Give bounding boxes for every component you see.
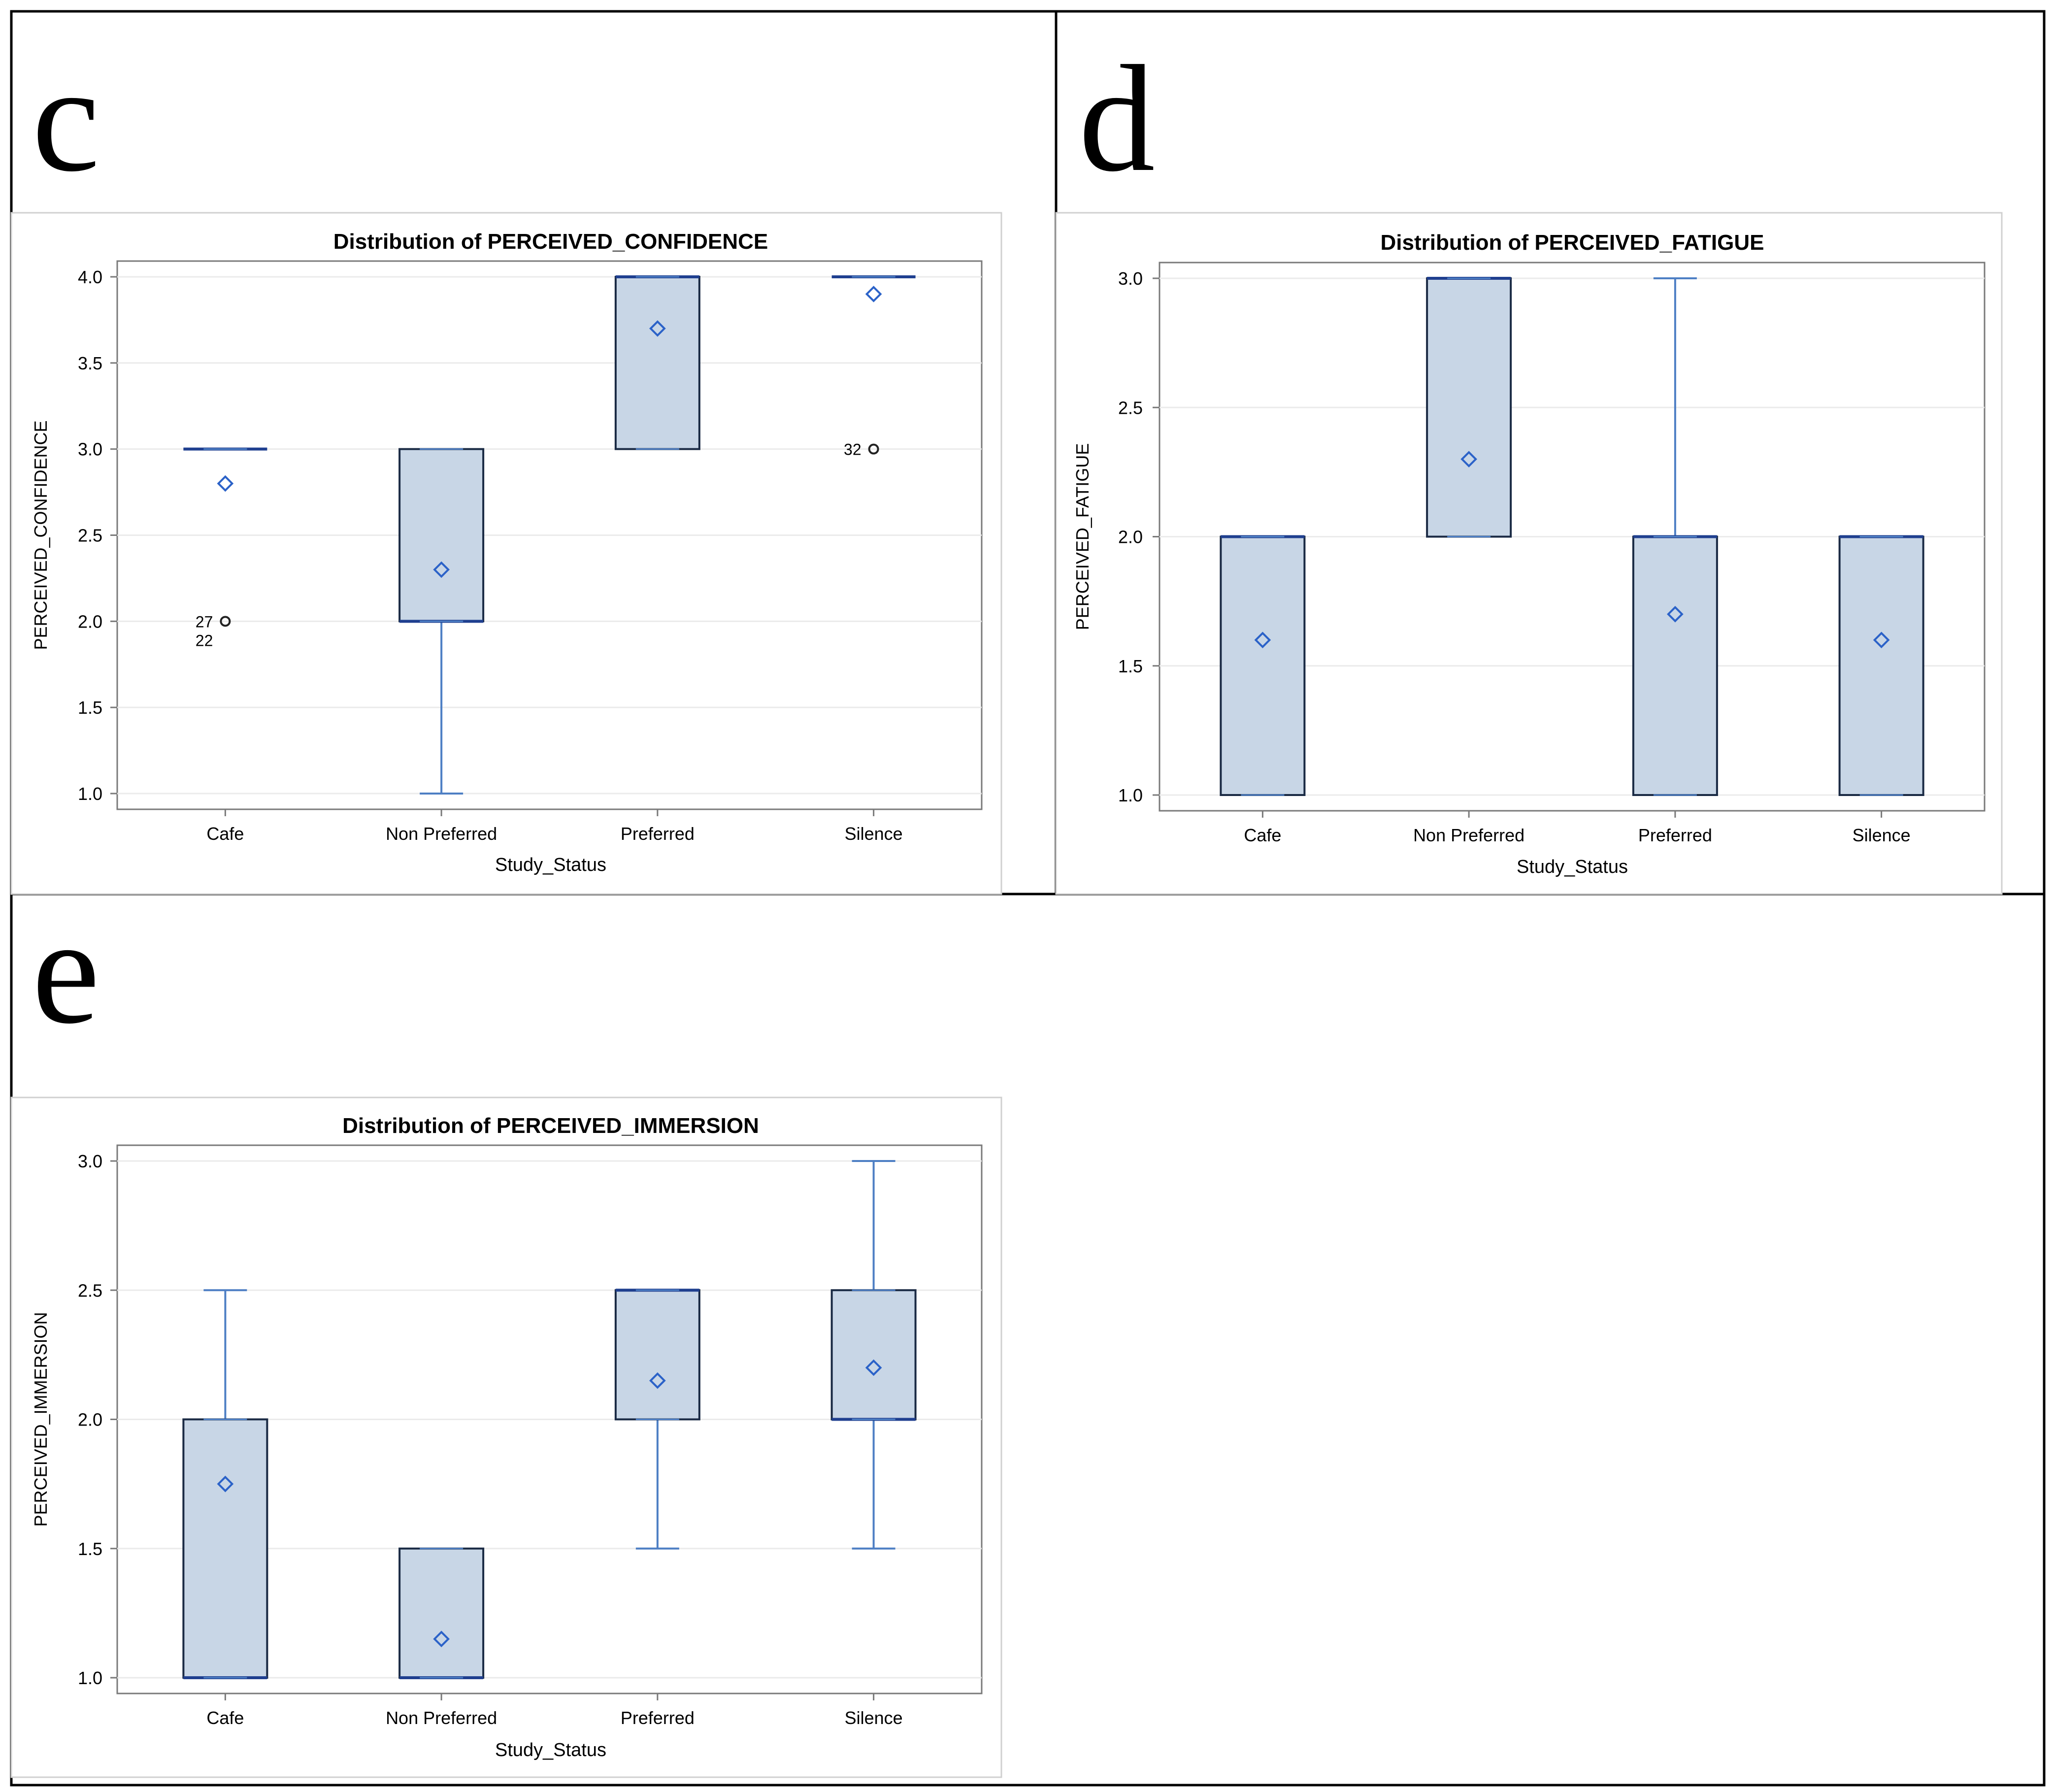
mean-marker xyxy=(865,1359,882,1376)
box-non-preferred xyxy=(398,448,485,795)
outlier-point xyxy=(220,616,231,627)
chart-perceived-immersion: Distribution of PERCEIVED_IMMERSION 1.0 1.… xyxy=(10,1096,1002,1778)
y-axis-label: PERCEIVED_CONFIDENCE xyxy=(31,420,51,650)
x-tick-label: Silence xyxy=(845,824,903,844)
y-tick-label: 1.0 xyxy=(1118,785,1143,805)
mean-marker xyxy=(649,1372,666,1389)
chart-title: Distribution of PERCEIVED_FATIGUE xyxy=(1380,231,1764,255)
box-non-preferred xyxy=(398,1547,485,1679)
x-tick-label: Cafe xyxy=(206,824,244,844)
outlier-label: 27 xyxy=(196,613,213,631)
x-axis-label: Study_Status xyxy=(1517,857,1628,877)
box-non-preferred xyxy=(1426,277,1512,538)
x-tick-label: Preferred xyxy=(1638,825,1712,845)
box-preferred xyxy=(1632,277,1718,796)
x-tick-label: Preferred xyxy=(621,824,695,844)
box-body xyxy=(398,1547,485,1679)
box-body xyxy=(1838,535,1924,796)
y-tick-label: 1.5 xyxy=(78,697,102,718)
y-tick-label: 3.0 xyxy=(78,439,102,460)
box-preferred xyxy=(614,1289,700,1550)
panel-letter-e: e xyxy=(32,887,100,1056)
box-body xyxy=(614,276,700,450)
mean-marker xyxy=(865,286,882,302)
x-tick-label: Cafe xyxy=(206,1708,244,1728)
y-tick-label: 1.0 xyxy=(78,784,102,804)
x-tick-label: Silence xyxy=(845,1708,903,1728)
chart-title: Distribution of PERCEIVED_IMMERSION xyxy=(342,1114,759,1138)
mean-marker xyxy=(649,320,666,337)
y-tick-label: 1.5 xyxy=(78,1539,102,1559)
box-body xyxy=(1632,535,1718,796)
outlier-label: 22 xyxy=(196,631,213,649)
y-tick-label: 3.0 xyxy=(78,1151,102,1171)
box-silence xyxy=(1838,535,1924,796)
mean-marker xyxy=(1460,451,1477,467)
chart-perceived-fatigue: Distribution of PERCEIVED_FATIGUE 1.0 1.5 2… xyxy=(1055,212,2003,895)
box-preferred xyxy=(614,275,700,450)
y-tick-label: 3.5 xyxy=(78,353,102,373)
box-body xyxy=(1220,535,1306,796)
mean-marker xyxy=(1873,631,1890,649)
y-tick-label: 1.5 xyxy=(1118,656,1143,676)
mean-marker xyxy=(433,561,450,578)
x-tick-label: Silence xyxy=(1853,825,1911,845)
box-body xyxy=(1426,277,1512,538)
panel-letter-d: d xyxy=(1079,34,1155,203)
y-tick-label: 4.0 xyxy=(78,267,102,287)
y-tick-label: 3.0 xyxy=(1118,268,1143,289)
outlier-point xyxy=(868,443,879,455)
y-axis-label: PERCEIVED_FATIGUE xyxy=(1072,443,1093,630)
y-axis-label: PERCEIVED_IMMERSION xyxy=(31,1312,51,1527)
box-cafe xyxy=(182,1289,268,1679)
y-tick-label: 2.5 xyxy=(78,526,102,546)
chart-title: Distribution of PERCEIVED_CONFIDENCE xyxy=(333,230,768,254)
x-tick-label: Cafe xyxy=(1244,825,1281,845)
box-body xyxy=(398,448,485,623)
mean-marker xyxy=(1254,631,1271,649)
panel-letter-c: c xyxy=(32,34,100,203)
mean-marker xyxy=(1667,606,1684,623)
y-tick-label: 2.5 xyxy=(78,1280,102,1300)
box-body xyxy=(614,1289,700,1421)
box-silence: 32 xyxy=(831,275,916,459)
y-tick-label: 2.0 xyxy=(1118,527,1143,547)
x-tick-label: Non Preferred xyxy=(386,1708,497,1728)
outlier-label: 32 xyxy=(844,441,861,459)
y-tick-label: 1.0 xyxy=(78,1668,102,1688)
chart-perceived-confidence: Distribution of PERCEIVED_CONFIDENCE 1.0 1… xyxy=(10,212,1002,895)
box-silence xyxy=(830,1160,917,1550)
x-axis-label: Study_Status xyxy=(495,1740,606,1760)
x-tick-label: Non Preferred xyxy=(386,824,497,844)
y-tick-label: 2.0 xyxy=(78,611,102,631)
mean-marker xyxy=(433,1630,450,1648)
y-tick-label: 2.0 xyxy=(78,1410,102,1430)
x-tick-label: Preferred xyxy=(621,1708,695,1728)
y-tick-label: 2.5 xyxy=(1118,398,1143,418)
x-axis-label: Study_Status xyxy=(495,855,606,875)
x-tick-label: Non Preferred xyxy=(1413,825,1524,845)
box-cafe xyxy=(1220,535,1306,796)
box-body xyxy=(182,1418,268,1679)
mean-marker xyxy=(217,1475,234,1493)
mean-marker xyxy=(217,475,234,492)
box-body xyxy=(830,1289,917,1421)
